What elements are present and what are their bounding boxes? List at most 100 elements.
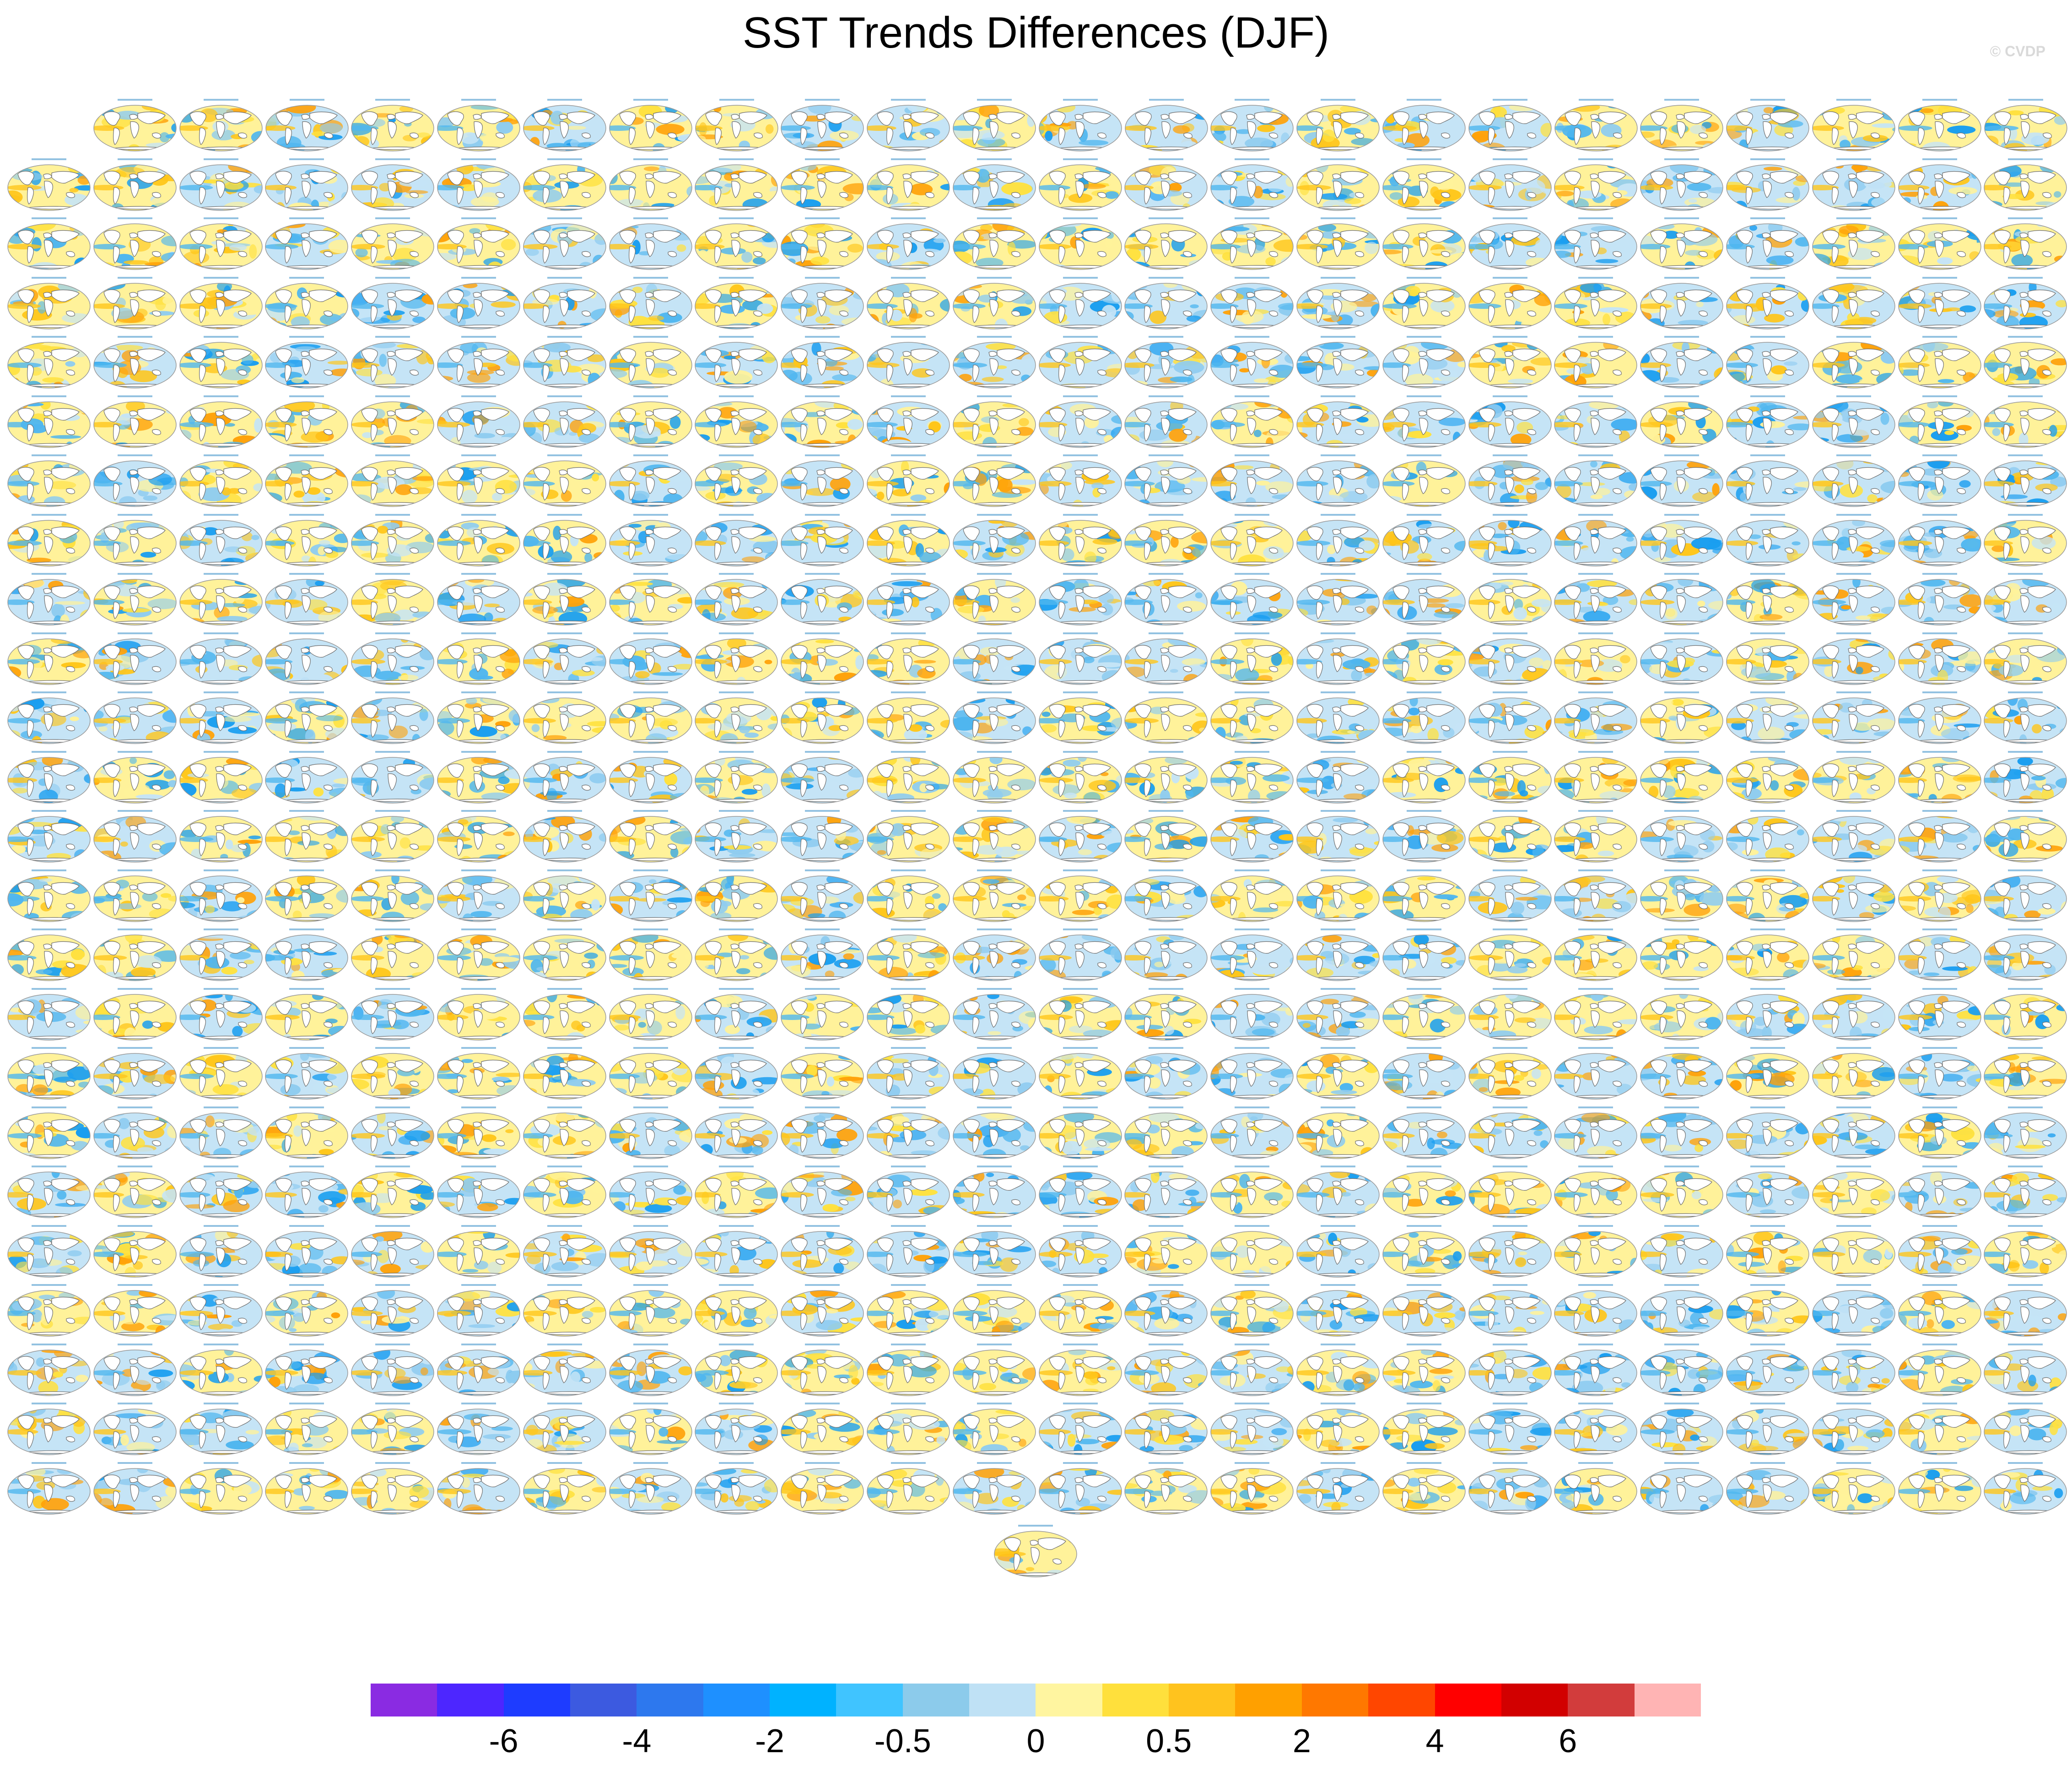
sst-trend-map-panel	[1038, 630, 1123, 686]
sst-trend-map-panel	[780, 807, 865, 864]
sst-trend-map-panel	[1725, 1281, 1810, 1338]
sst-trend-map-panel	[1725, 926, 1810, 982]
sst-trend-map-panel	[6, 630, 92, 686]
sst-trend-map-panel	[522, 807, 607, 864]
sst-trend-map-panel	[952, 452, 1037, 508]
sst-trend-map-panel	[1468, 748, 1553, 805]
colorbar-labels: -6 -4 -2 -0.5 0 0.5 2 4 6	[0, 1722, 2072, 1763]
sst-trend-map-panel	[952, 96, 1037, 153]
sst-trend-map-panel	[780, 985, 865, 1042]
sst-trend-map-panel	[436, 807, 521, 864]
sst-trend-map-panel	[1983, 215, 2068, 271]
sst-trend-map-panel	[952, 807, 1037, 864]
colorbar-tick-label: 6	[1559, 1723, 1577, 1760]
sst-trend-map-panel	[608, 215, 693, 271]
sst-trend-map-panel	[1468, 1222, 1553, 1279]
sst-trend-map-panel	[178, 1400, 264, 1457]
sst-trend-map-panel	[1468, 96, 1553, 153]
sst-trend-map-panel	[1295, 274, 1381, 331]
sst-trend-map-panel	[1038, 393, 1123, 449]
sst-trend-map-panel	[780, 1222, 865, 1279]
sst-trend-map-panel	[92, 748, 178, 805]
sst-trend-map-panel	[952, 1400, 1037, 1457]
sst-trend-map-panel	[1553, 1459, 1638, 1516]
colorbar-tick-label: 0	[1026, 1723, 1045, 1760]
sst-trend-map-panel	[92, 867, 178, 923]
sst-trend-map-panel	[1295, 452, 1381, 508]
sst-trend-map-panel	[6, 867, 92, 923]
sst-trend-map-panel	[178, 1281, 264, 1338]
sst-trend-map-panel	[780, 1281, 865, 1338]
sst-trend-map-panel	[92, 96, 178, 153]
sst-trend-map-panel	[1983, 1341, 2068, 1398]
colorbar-tick-label: -4	[622, 1723, 652, 1760]
sst-trend-map-panel	[608, 96, 693, 153]
sst-trend-map-panel	[436, 867, 521, 923]
sst-trend-map-panel	[694, 511, 779, 568]
sst-trend-map-panel	[1553, 807, 1638, 864]
sst-trend-map-panel	[608, 748, 693, 805]
sst-trend-map-panel	[1038, 926, 1123, 982]
sst-trend-map-panel	[1897, 689, 1982, 745]
sst-trend-map-panel	[1897, 452, 1982, 508]
sst-trend-map-panel	[436, 1341, 521, 1398]
sst-trend-map-panel	[1468, 807, 1553, 864]
sst-trend-map-panel	[866, 452, 951, 508]
sst-trend-map-panel	[6, 1341, 92, 1398]
sst-trend-map-panel	[1295, 1104, 1381, 1160]
sst-trend-map-panel	[6, 748, 92, 805]
colorbar-swatch	[637, 1684, 703, 1716]
sst-trend-map-panel	[1897, 1400, 1982, 1457]
sst-trend-map-panel	[1983, 1163, 2068, 1220]
sst-trend-map-panel	[1983, 1459, 2068, 1516]
sst-trend-map-panel	[608, 1044, 693, 1101]
sst-trend-map-panel	[694, 985, 779, 1042]
sst-trend-map-panel	[1639, 926, 1724, 982]
sst-trend-map-panel	[1038, 511, 1123, 568]
sst-trend-map-panel	[608, 1281, 693, 1338]
sst-trend-map-panel	[608, 1341, 693, 1398]
sst-trend-map-panel	[1725, 807, 1810, 864]
sst-trend-map-panel	[1295, 1341, 1381, 1398]
sst-trend-map-panel	[1811, 274, 1896, 331]
sst-trend-map-panel	[178, 1222, 264, 1279]
sst-trend-map-panel	[350, 926, 435, 982]
sst-trend-map-panel	[694, 1163, 779, 1220]
sst-trend-map-panel	[6, 807, 92, 864]
sst-trend-map-panel	[522, 748, 607, 805]
sst-trend-map-panel	[952, 867, 1037, 923]
sst-trend-map-panel	[1295, 333, 1381, 390]
sst-trend-map-panel	[694, 1400, 779, 1457]
sst-trend-map-panel	[1468, 274, 1553, 331]
sst-trend-map-panel	[1209, 926, 1295, 982]
sst-trend-map-panel	[1295, 689, 1381, 745]
sst-trend-map-panel	[694, 1459, 779, 1516]
sst-trend-map-panel	[1295, 748, 1381, 805]
sst-trend-map-panel	[1811, 867, 1896, 923]
sst-trend-map-panel	[1553, 630, 1638, 686]
sst-trend-map-panel	[1639, 333, 1724, 390]
sst-trend-map-panel	[1381, 1400, 1467, 1457]
colorbar-swatch	[770, 1684, 836, 1716]
sst-trend-map-panel	[866, 96, 951, 153]
sst-trend-map-panel	[1381, 985, 1467, 1042]
sst-trend-map-panel	[866, 274, 951, 331]
sst-trend-map-panel	[608, 926, 693, 982]
sst-trend-map-panel	[1209, 215, 1295, 271]
sst-trend-map-panel	[1725, 96, 1810, 153]
sst-trend-map-panel	[264, 1281, 349, 1338]
sst-trend-map-panel	[1123, 1163, 1209, 1220]
sst-trend-map-panel	[780, 1459, 865, 1516]
sst-trend-map-panel	[1897, 1281, 1982, 1338]
sst-trend-map-panel	[350, 333, 435, 390]
sst-trend-map-panel	[1897, 1222, 1982, 1279]
sst-trend-map-panel	[1038, 689, 1123, 745]
sst-trend-map-panel	[436, 393, 521, 449]
sst-trend-map-panel	[350, 1104, 435, 1160]
sst-trend-map-panel	[1295, 630, 1381, 686]
sst-trend-map-panel	[1639, 1104, 1724, 1160]
sst-trend-map-panel	[1295, 96, 1381, 153]
sst-trend-map-panel	[436, 452, 521, 508]
sst-trend-map-panel	[178, 689, 264, 745]
sst-trend-map-panel	[952, 156, 1037, 212]
